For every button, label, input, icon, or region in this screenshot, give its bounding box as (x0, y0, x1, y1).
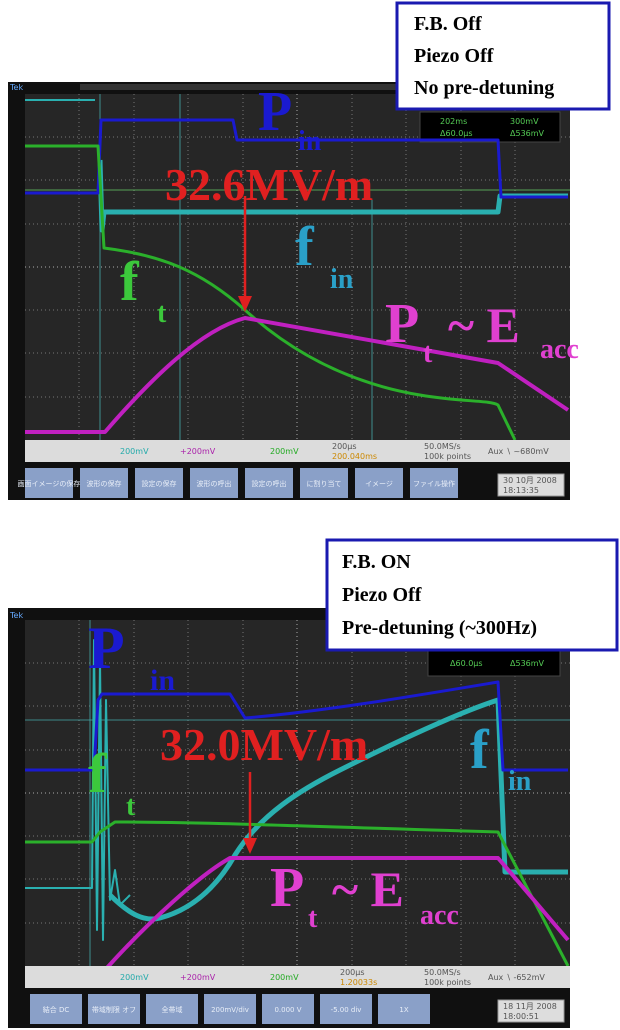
field-label: 32.6MV/m (165, 159, 373, 210)
record-length: 100k points (424, 978, 471, 987)
label-f-in-sub: in (330, 264, 354, 295)
label-e-acc-sub: acc (420, 900, 459, 931)
label-p-in: P (258, 81, 292, 143)
condition: Piezo Off (414, 45, 494, 67)
label-p-in: P (88, 615, 125, 681)
page: Tek 202ms 300mV Δ60.0μs Δ536mV 200mV +20… (0, 0, 620, 1030)
menu-label: 設定の呼出 (252, 479, 287, 488)
label-e-acc: ~ E (448, 297, 520, 353)
brand: Tek (9, 611, 23, 620)
readout: 300mV (510, 117, 539, 126)
menu-label: 1X (399, 1006, 408, 1014)
menu: 結合 DC 帯域制限 オフ 全帯域 200mV/div 0.000 V -5.0… (30, 994, 430, 1024)
record-length: 100k points (424, 452, 471, 461)
time: 18:00:51 (503, 1012, 539, 1021)
menu-label: 0.000 V (274, 1006, 301, 1014)
timebase: 200μs (340, 968, 365, 977)
channel-readout: 200mV (270, 447, 299, 456)
date: 18 11月 2008 (503, 1002, 557, 1011)
brand: Tek (9, 83, 23, 92)
condition: Piezo Off (342, 584, 422, 606)
condition: F.B. ON (342, 551, 411, 573)
label-p-t-sub: t (423, 338, 433, 369)
menu-label: 波形の保存 (87, 479, 122, 488)
readout: Δ60.0μs (440, 129, 473, 138)
trigger: Aux ∖ -652mV (488, 973, 545, 982)
menu-label: イメージ (365, 480, 393, 488)
condition: Pre-detuning (~300Hz) (342, 617, 537, 639)
date: 30 10月 2008 (503, 476, 557, 485)
menu-label: -5.00 div (331, 1006, 362, 1014)
menu-label: 全帯域 (162, 1005, 183, 1014)
label-p-t-sub: t (308, 903, 318, 934)
label-p-in-sub: in (150, 664, 175, 697)
sample-rate: 50.0MS/s (424, 968, 461, 977)
readout: Δ536mV (510, 659, 545, 668)
label-p-t: P (270, 857, 304, 919)
label-f-t-sub: t (157, 298, 167, 329)
scope-panel: Tek 202ms 300mV Δ60.0μs Δ536mV 200mV +20… (8, 82, 570, 500)
timebase: 200μs (332, 442, 357, 451)
channel-readout: +200mV (180, 973, 216, 982)
label-f-t: f (120, 251, 140, 313)
condition: No pre-detuning (414, 77, 554, 99)
label-f-in-sub: in (508, 766, 532, 797)
label-f-t-sub: t (126, 791, 136, 822)
timebase: 200.040ms (332, 452, 377, 461)
menu-label: に割り当て (307, 479, 342, 488)
channel-readout: 200mV (120, 973, 149, 982)
label-f-in: f (470, 719, 490, 781)
timebase: 1.20033s (340, 978, 377, 987)
readout: Δ536mV (510, 129, 545, 138)
menu: 画面イメージの保存 波形の保存 設定の保存 波形の呼出 設定の呼出 に割り当て … (18, 468, 458, 498)
trigger: Aux ∖ ~680mV (488, 447, 549, 456)
channel-readout: 200mV (270, 973, 299, 982)
label-e-acc-sub: acc (540, 334, 579, 365)
sample-rate: 50.0MS/s (424, 442, 461, 451)
label-f-in: f (295, 216, 315, 278)
menu-label: 波形の呼出 (197, 479, 232, 488)
label-e-acc: ~ E (332, 861, 404, 917)
channel-readout: +200mV (180, 447, 216, 456)
menu-label: ファイル操作 (413, 479, 455, 488)
readout: 202ms (440, 117, 467, 126)
channel-readout: 200mV (120, 447, 149, 456)
label-p-t: P (385, 293, 419, 355)
time: 18:13:35 (503, 486, 539, 495)
menu-label: 結合 DC (43, 1005, 70, 1014)
menu-label: 200mV/div (211, 1006, 249, 1014)
menu-label: 帯域制限 オフ (92, 1005, 136, 1014)
label-f-t: f (88, 743, 108, 805)
label-p-in-sub: in (298, 126, 322, 157)
readout: Δ60.0μs (450, 659, 483, 668)
menu-label: 画面イメージの保存 (18, 479, 81, 488)
menu-label: 設定の保存 (142, 479, 177, 488)
condition: F.B. Off (414, 13, 482, 35)
field-label: 32.0MV/m (160, 719, 368, 770)
